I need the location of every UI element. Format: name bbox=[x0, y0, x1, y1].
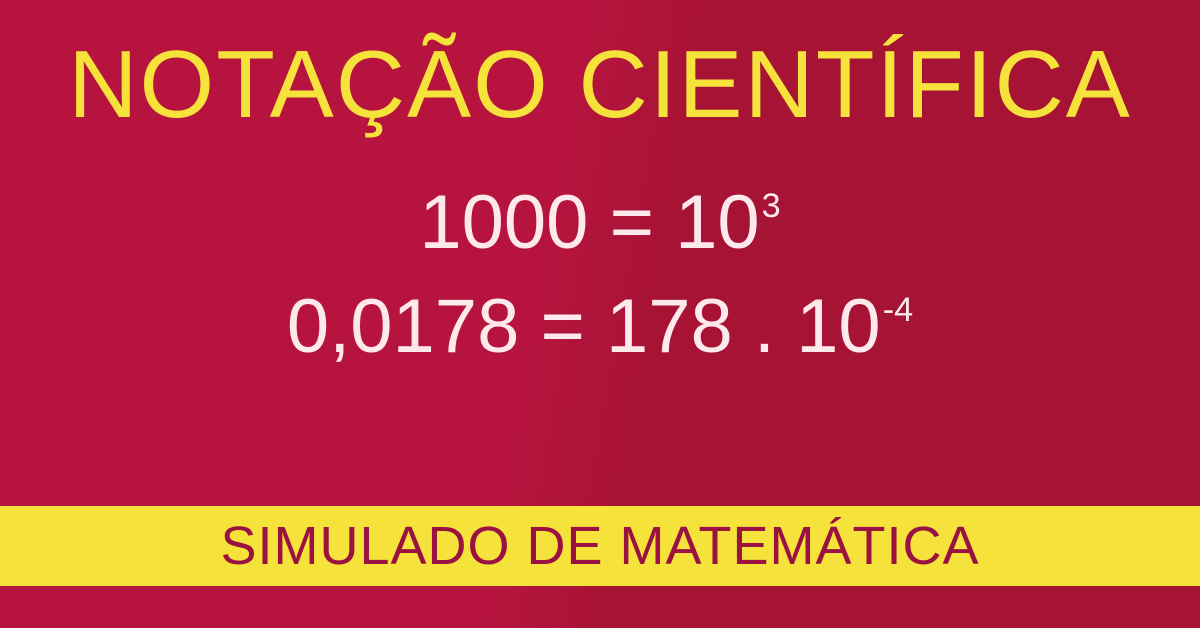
eq1-base: 10 bbox=[675, 180, 760, 265]
eq2-lhs: 0,0178 bbox=[287, 284, 519, 369]
eq1-lhs: 1000 bbox=[419, 180, 588, 265]
dot-operator: . bbox=[754, 284, 796, 369]
equals-sign: = bbox=[610, 180, 676, 265]
eq2-exp: -4 bbox=[883, 291, 913, 329]
slide-title: NOTAÇÃO CIENTÍFICA bbox=[68, 30, 1132, 140]
eq2-base: 10 bbox=[796, 284, 881, 369]
banner-text: SIMULADO DE MATEMÁTICA bbox=[220, 515, 979, 577]
equations-block: 1000 = 103 0,0178 = 178 . 10-4 bbox=[287, 185, 913, 365]
slide-card: NOTAÇÃO CIENTÍFICA 1000 = 103 0,0178 = 1… bbox=[0, 0, 1200, 628]
equation-1: 1000 = 103 bbox=[419, 185, 780, 261]
eq2-coef: 178 bbox=[606, 284, 733, 369]
equals-sign: = bbox=[540, 284, 606, 369]
equation-2: 0,0178 = 178 . 10-4 bbox=[287, 289, 913, 365]
footer-banner: SIMULADO DE MATEMÁTICA bbox=[0, 506, 1200, 586]
eq1-exp: 3 bbox=[762, 187, 781, 225]
